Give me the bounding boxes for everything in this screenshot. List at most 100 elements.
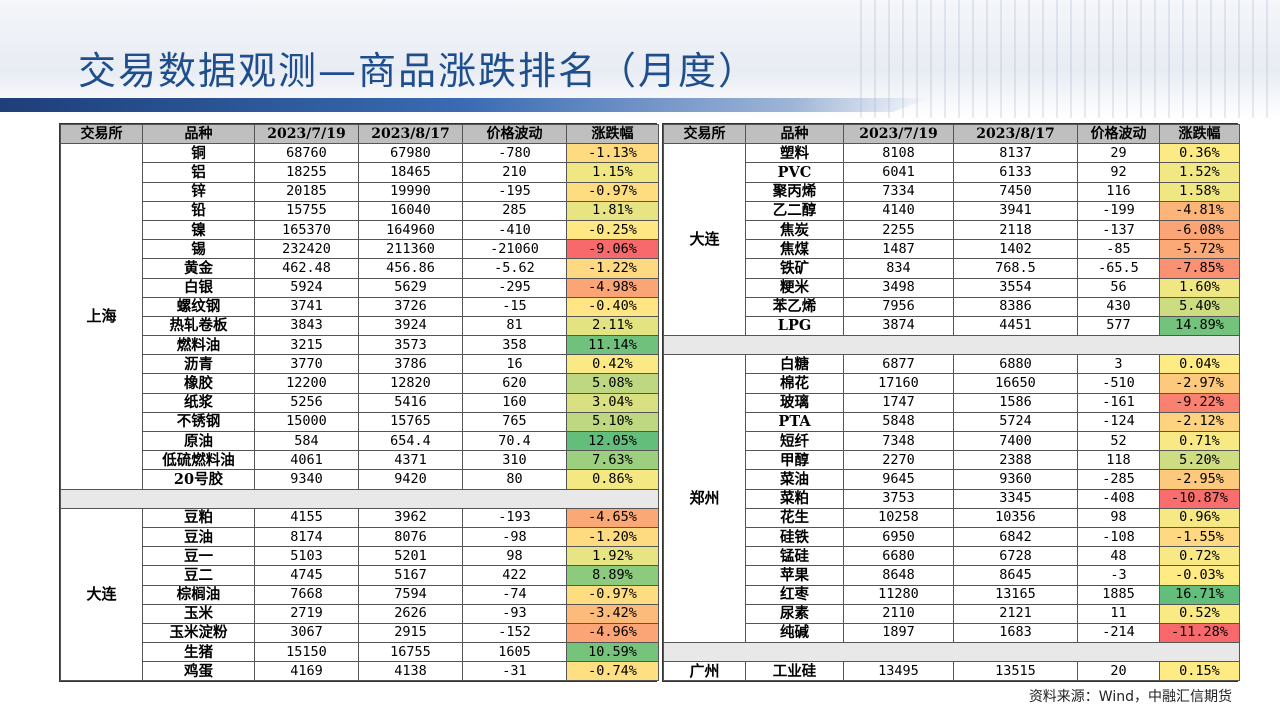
price-change-cell: 285 xyxy=(462,200,567,221)
variety-cell: 焦煤 xyxy=(745,239,844,260)
price-date2-cell: 2118 xyxy=(953,219,1078,241)
variety-cell: 橡胶 xyxy=(142,373,255,394)
table-row: 大连 豆粕 4155 3962 -193 -4.65% xyxy=(60,507,659,682)
price-date2-cell: 16650 xyxy=(953,373,1078,394)
table-row: 聚丙烯 7334 7450 116 1.58% xyxy=(664,181,1240,202)
price-date1-cell: 7348 xyxy=(843,430,954,452)
pct-change-cell: -1.55% xyxy=(1159,526,1240,548)
table-row: 黄金 462.48 456.86 -5.62 -1.22% xyxy=(61,258,659,279)
pct-change-cell: 0.04% xyxy=(1159,354,1240,375)
price-change-cell: -780 xyxy=(462,143,567,164)
table-row: 菜粕 3753 3345 -408 -10.87% xyxy=(664,488,1240,509)
price-date1-cell: 3215 xyxy=(254,335,359,356)
variety-cell: 菜粕 xyxy=(745,488,844,509)
table-row: 纸浆 5256 5416 160 3.04% xyxy=(61,392,659,413)
variety-cell: 燃料油 xyxy=(142,335,255,356)
price-date2-cell: 6842 xyxy=(953,526,1078,548)
price-date2-cell: 3924 xyxy=(358,315,463,337)
header-change: 价格波动 xyxy=(462,123,567,145)
price-date2-cell: 2626 xyxy=(358,603,463,624)
pct-change-cell: 0.15% xyxy=(1159,661,1240,682)
price-date2-cell: 9420 xyxy=(358,469,463,490)
table-row: 玻璃 1747 1586 -161 -9.22% xyxy=(664,392,1240,413)
table-row: 镍 165370 164960 -410 -0.25% xyxy=(61,219,659,241)
price-date2-cell: 7400 xyxy=(953,430,1078,452)
table-row: 纯碱 1897 1683 -214 -11.28% xyxy=(664,622,1240,644)
price-change-cell: -21060 xyxy=(462,239,567,260)
table-row: 硅铁 6950 6842 -108 -1.55% xyxy=(664,526,1240,548)
price-change-cell: -195 xyxy=(462,181,567,202)
price-date1-cell: 6041 xyxy=(843,162,954,183)
price-date2-cell: 16040 xyxy=(358,200,463,221)
price-date2-cell: 7594 xyxy=(358,584,463,605)
price-change-cell: -199 xyxy=(1077,200,1160,221)
pct-change-cell: -9.22% xyxy=(1159,392,1240,413)
price-date2-cell: 768.5 xyxy=(953,258,1078,279)
price-date1-cell: 9645 xyxy=(843,469,954,490)
variety-cell: 锌 xyxy=(142,181,255,202)
pct-change-cell: 12.05% xyxy=(566,430,659,452)
variety-cell: 玉米淀粉 xyxy=(142,622,255,644)
pct-change-cell: -0.25% xyxy=(566,219,659,241)
variety-cell: LPG xyxy=(745,315,844,337)
table-row: 花生 10258 10356 98 0.96% xyxy=(664,507,1240,528)
table-row: 大连 塑料 8108 8137 29 0.36% xyxy=(663,143,1240,337)
variety-cell: 甲醇 xyxy=(745,450,844,471)
price-date2-cell: 2121 xyxy=(953,603,1078,624)
pct-change-cell: 7.63% xyxy=(566,450,659,471)
price-date1-cell: 232420 xyxy=(254,239,359,260)
price-date2-cell: 5416 xyxy=(358,392,463,413)
header-date1: 2023/7/19 xyxy=(843,123,954,145)
price-change-cell: 20 xyxy=(1077,661,1160,682)
pct-change-cell: 3.04% xyxy=(566,392,659,413)
price-date1-cell: 3770 xyxy=(254,354,359,375)
variety-cell: 红枣 xyxy=(745,584,844,605)
variety-cell: 20号胶 xyxy=(142,469,255,490)
header-pct: 涨跌幅 xyxy=(1159,123,1240,145)
table-row: 原油 584 654.4 70.4 12.05% xyxy=(61,430,659,452)
price-date2-cell: 4138 xyxy=(358,661,463,682)
variety-cell: 豆二 xyxy=(142,565,255,586)
pct-change-cell: 0.42% xyxy=(566,354,659,375)
price-date1-cell: 68760 xyxy=(254,143,359,164)
price-date2-cell: 16755 xyxy=(358,642,463,663)
price-date1-cell: 2110 xyxy=(843,603,954,624)
price-date1-cell: 3874 xyxy=(843,315,954,337)
pct-change-cell: 0.71% xyxy=(1159,430,1240,452)
price-date2-cell: 1586 xyxy=(953,392,1078,413)
price-date2-cell: 164960 xyxy=(358,219,463,241)
price-change-cell: 765 xyxy=(462,411,567,433)
price-date1-cell: 5848 xyxy=(843,411,954,433)
table-row: 郑州 白糖 6877 6880 3 0.04% xyxy=(663,354,1240,644)
price-date1-cell: 4745 xyxy=(254,565,359,586)
price-date1-cell: 15150 xyxy=(254,642,359,663)
price-date1-cell: 3843 xyxy=(254,315,359,337)
price-date1-cell: 4140 xyxy=(843,200,954,221)
pct-change-cell: -10.87% xyxy=(1159,488,1240,509)
variety-cell: 短纤 xyxy=(745,430,844,452)
table-row: 上海铜 68760 67980 -780 -1.13% xyxy=(60,143,659,490)
price-date2-cell: 4451 xyxy=(953,315,1078,337)
pct-change-cell: -2.97% xyxy=(1159,373,1240,394)
price-change-cell: -124 xyxy=(1077,411,1160,433)
table-row: 短纤 7348 7400 52 0.71% xyxy=(664,430,1240,452)
price-change-cell: -152 xyxy=(462,622,567,644)
variety-cell: PTA xyxy=(745,411,844,433)
price-date1-cell: 7334 xyxy=(843,181,954,202)
price-change-cell: 16 xyxy=(462,354,567,375)
table-row: 锰硅 6680 6728 48 0.72% xyxy=(664,546,1240,567)
pct-change-cell: -11.28% xyxy=(1159,622,1240,644)
price-change-cell: -85 xyxy=(1077,239,1160,260)
exchange-cell: 广州 xyxy=(663,661,746,682)
variety-cell: 菜油 xyxy=(745,469,844,490)
variety-cell: 塑料 xyxy=(745,143,844,164)
price-date1-cell: 584 xyxy=(254,430,359,452)
header-variety: 品种 xyxy=(142,123,255,145)
variety-cell: 镍 xyxy=(142,219,255,241)
header-pct: 涨跌幅 xyxy=(566,123,659,145)
pct-change-cell: 8.89% xyxy=(566,565,659,586)
table-row: 橡胶 12200 12820 620 5.08% xyxy=(61,373,659,394)
price-change-cell: -408 xyxy=(1077,488,1160,509)
table-row: 豆油 8174 8076 -98 -1.20% xyxy=(61,526,659,548)
price-change-cell: 116 xyxy=(1077,181,1160,202)
